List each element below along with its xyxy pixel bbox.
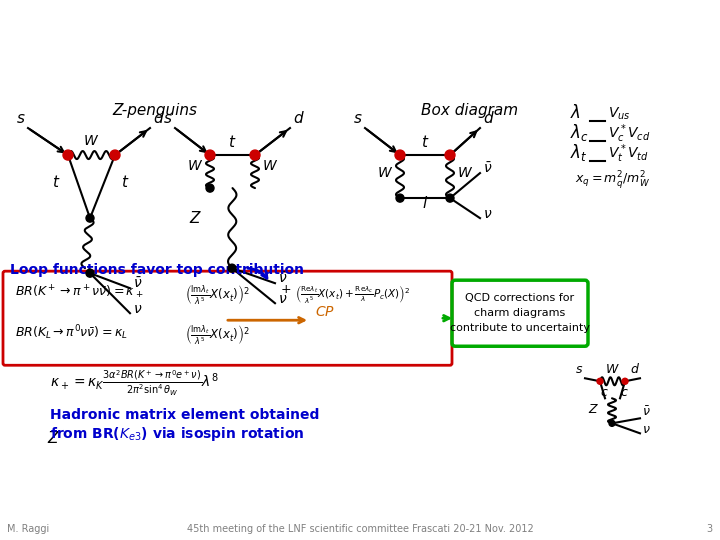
Circle shape xyxy=(205,150,215,160)
Text: $\lambda_c$: $\lambda_c$ xyxy=(570,122,589,143)
Text: $CP$: $CP$ xyxy=(315,305,335,319)
Text: $d$: $d$ xyxy=(153,110,165,126)
Circle shape xyxy=(597,379,603,384)
Text: $V_c^* V_{cd}$: $V_c^* V_{cd}$ xyxy=(608,123,651,145)
Text: $W$: $W$ xyxy=(377,166,393,180)
Text: $s$: $s$ xyxy=(17,111,26,126)
Text: 3: 3 xyxy=(706,524,713,534)
Text: $l$: $l$ xyxy=(422,195,428,211)
Circle shape xyxy=(228,264,236,272)
Text: $W$: $W$ xyxy=(605,363,620,376)
Text: $W$: $W$ xyxy=(262,159,278,173)
Text: $\nu$: $\nu$ xyxy=(642,423,651,436)
Text: $Z$: $Z$ xyxy=(588,403,599,416)
Text: $K{\rightarrow}\pi\nu\bar{\nu}$ in the Standard Model: $K{\rightarrow}\pi\nu\bar{\nu}$ in the S… xyxy=(22,26,482,55)
Circle shape xyxy=(446,194,454,202)
Text: $V_{us}$: $V_{us}$ xyxy=(608,106,631,123)
Text: $\bar{\nu}$: $\bar{\nu}$ xyxy=(642,406,651,419)
Text: $\bar{\nu}$: $\bar{\nu}$ xyxy=(133,276,143,291)
Circle shape xyxy=(250,150,260,160)
Text: $\bar{\nu}$: $\bar{\nu}$ xyxy=(483,161,492,176)
Text: $Z$: $Z$ xyxy=(189,210,202,226)
Text: $\left(\frac{{\rm Re}\lambda_t}{\lambda^5} X(x_t) + \frac{{\rm Re}\lambda_c}{\la: $\left(\frac{{\rm Re}\lambda_t}{\lambda^… xyxy=(295,283,410,305)
Text: $\lambda_t$: $\lambda_t$ xyxy=(570,142,588,163)
Text: $W$: $W$ xyxy=(457,166,473,180)
Text: $s$: $s$ xyxy=(354,111,363,126)
Text: $\left(\frac{{\rm Im}\lambda_t}{\lambda^5} X(x_t)\right)^2$: $\left(\frac{{\rm Im}\lambda_t}{\lambda^… xyxy=(185,283,250,308)
Text: $d$: $d$ xyxy=(630,362,640,376)
Circle shape xyxy=(609,420,615,426)
Text: $\nu$: $\nu$ xyxy=(483,207,492,221)
Text: $\nu$: $\nu$ xyxy=(278,292,287,306)
Text: Loop functions favor top contribution: Loop functions favor top contribution xyxy=(10,263,304,277)
Circle shape xyxy=(63,150,73,160)
Text: $t$: $t$ xyxy=(121,173,129,190)
Text: $\lambda$: $\lambda$ xyxy=(570,104,581,122)
Text: $s$: $s$ xyxy=(575,363,583,376)
Circle shape xyxy=(206,184,214,192)
Text: $Z$: $Z$ xyxy=(47,430,60,447)
Circle shape xyxy=(110,150,120,160)
Text: $t$: $t$ xyxy=(52,173,60,190)
Text: $\bar{\nu}$: $\bar{\nu}$ xyxy=(278,272,287,286)
Circle shape xyxy=(622,379,628,384)
Text: $BR(K_L \rightarrow \pi^0\nu\bar{\nu}) = \kappa_L$: $BR(K_L \rightarrow \pi^0\nu\bar{\nu}) =… xyxy=(15,323,128,342)
Text: $d$: $d$ xyxy=(483,110,495,126)
Text: $V_t^* V_{td}$: $V_t^* V_{td}$ xyxy=(608,143,649,165)
Text: $\nu$: $\nu$ xyxy=(133,302,143,316)
Text: $t$: $t$ xyxy=(228,134,237,150)
Text: QCD corrections for: QCD corrections for xyxy=(465,293,575,303)
Text: charm diagrams: charm diagrams xyxy=(474,308,566,318)
Text: contribute to uncertainty: contribute to uncertainty xyxy=(450,323,590,333)
Text: from BR($K_{e3}$) via isospin rotation: from BR($K_{e3}$) via isospin rotation xyxy=(50,426,305,443)
Text: Z-penguins: Z-penguins xyxy=(112,103,197,118)
Circle shape xyxy=(86,214,94,222)
Text: $+$: $+$ xyxy=(280,283,292,296)
Text: $\left(\frac{{\rm Im}\lambda_t}{\lambda^5} X(x_t)\right)^2$: $\left(\frac{{\rm Im}\lambda_t}{\lambda^… xyxy=(185,323,250,348)
Text: $BR(K^+ \rightarrow \pi^+\nu\bar{\nu}) = \kappa_+$: $BR(K^+ \rightarrow \pi^+\nu\bar{\nu}) =… xyxy=(15,283,143,301)
Text: 45th meeting of the LNF scientific committee Frascati 20-21 Nov. 2012: 45th meeting of the LNF scientific commi… xyxy=(186,524,534,534)
Text: M. Raggi: M. Raggi xyxy=(7,524,50,534)
Text: $d$: $d$ xyxy=(293,110,305,126)
Text: Hadronic matrix element obtained: Hadronic matrix element obtained xyxy=(50,408,320,422)
Text: Box diagram: Box diagram xyxy=(421,103,518,118)
Text: $s$: $s$ xyxy=(163,111,173,126)
Circle shape xyxy=(396,194,404,202)
Text: $W$: $W$ xyxy=(84,134,99,148)
Circle shape xyxy=(86,269,94,277)
Text: $\kappa_+ = \kappa_K \frac{3\alpha^2 BR(K^+ \rightarrow \pi^0 e^+\nu)}{2\pi^2 \s: $\kappa_+ = \kappa_K \frac{3\alpha^2 BR(… xyxy=(50,368,219,397)
Text: $W$: $W$ xyxy=(187,159,203,173)
Text: $c$: $c$ xyxy=(620,386,629,399)
Circle shape xyxy=(445,150,455,160)
Circle shape xyxy=(395,150,405,160)
Text: $c$: $c$ xyxy=(600,386,608,399)
Text: $x_q = m_q^2/m_W^2$: $x_q = m_q^2/m_W^2$ xyxy=(575,170,650,191)
Text: $t$: $t$ xyxy=(420,134,429,150)
